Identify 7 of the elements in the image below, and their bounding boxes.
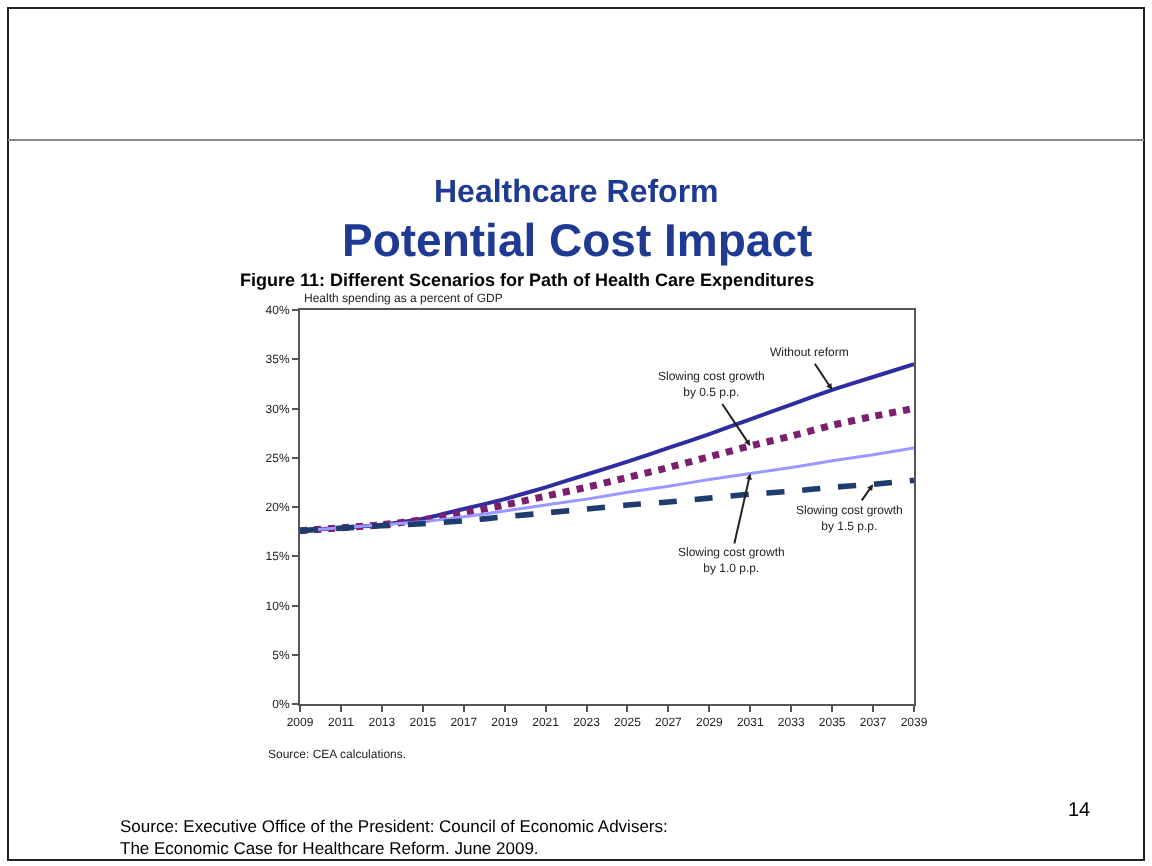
line-series — [300, 477, 914, 534]
source-note: Source: Executive Office of the President: Council of Economic Advisers: The Economic Case for Healthcare Reform. June 2009. — [120, 816, 668, 859]
chart-title: Healthcare Reform — [434, 176, 719, 210]
text: 14 — [1068, 800, 1092, 822]
caption: Figure 11: Different Scenarios for Path of Health Care Expenditures — [240, 270, 815, 290]
line-series — [300, 405, 914, 535]
chart-subtitle: Potential Cost Impact — [342, 214, 813, 266]
